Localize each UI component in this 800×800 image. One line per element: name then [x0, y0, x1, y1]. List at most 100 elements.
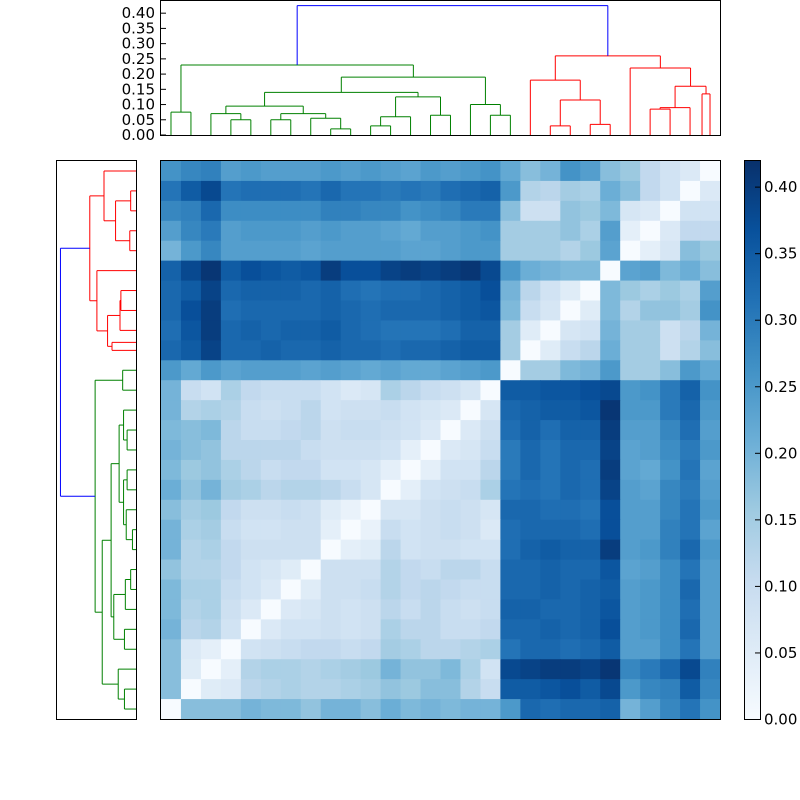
heatmap-cell-5-27 [700, 260, 721, 282]
heatmap-cell-11-3 [220, 380, 242, 401]
heatmap-cell-27-1 [180, 699, 202, 720]
heatmap-cell-3-18 [520, 220, 541, 242]
heatmap-cell-25-23 [620, 659, 641, 680]
heatmap-cell-13-20 [560, 420, 581, 441]
heatmap-cell-21-8 [320, 579, 342, 601]
heatmap-cell-0-7 [300, 161, 322, 182]
heatmap-cell-9-18 [520, 340, 541, 361]
heatmap-cell-0-2 [200, 161, 222, 182]
heatmap-cell-11-25 [660, 380, 681, 401]
heatmap-cell-10-12 [400, 360, 422, 381]
heatmap-cell-20-4 [240, 559, 262, 581]
heatmap-cell-15-14 [440, 459, 462, 481]
heatmap-cell-21-16 [480, 579, 501, 601]
heatmap-cell-2-19 [540, 200, 561, 222]
heatmap-cell-14-19 [540, 440, 561, 461]
heatmap-cell-3-23 [620, 220, 641, 242]
heatmap-cell-25-2 [200, 659, 222, 680]
heatmap-cell-24-0 [161, 639, 182, 660]
heatmap-cell-20-25 [660, 559, 681, 581]
heatmap-cell-21-2 [200, 579, 222, 601]
heatmap-cell-10-16 [480, 360, 501, 381]
heatmap-cell-13-7 [300, 420, 322, 441]
heatmap-cell-9-7 [300, 340, 322, 361]
left-dendrogram-frame [56, 160, 137, 720]
heatmap-cell-23-24 [640, 619, 661, 640]
heatmap-cell-0-15 [460, 161, 482, 182]
heatmap-cell-9-4 [240, 340, 262, 361]
heatmap-cell-1-18 [520, 180, 541, 202]
heatmap-cell-11-1 [180, 380, 202, 401]
heatmap-cell-27-10 [360, 699, 382, 720]
heatmap-cell-20-23 [620, 559, 641, 581]
heatmap-cell-5-10 [360, 260, 382, 282]
heatmap-cell-26-5 [260, 679, 282, 700]
heatmap-cell-17-23 [620, 499, 641, 521]
heatmap-cell-7-19 [540, 300, 561, 322]
top-axis-tick-label: 0.40 [122, 4, 155, 22]
heatmap-cell-21-3 [220, 579, 242, 601]
heatmap-cell-24-14 [440, 639, 462, 660]
heatmap-cell-4-3 [220, 240, 242, 262]
heatmap-cell-17-12 [400, 499, 422, 521]
heatmap-cell-13-3 [220, 420, 242, 441]
heatmap-cell-25-20 [560, 659, 581, 680]
heatmap-cell-23-6 [280, 619, 302, 640]
heatmap-cell-7-22 [600, 300, 621, 322]
heatmap-cell-11-21 [580, 380, 601, 401]
heatmap-cell-14-23 [620, 440, 641, 461]
heatmap-cell-26-17 [500, 679, 521, 700]
heatmap-cell-8-22 [600, 320, 621, 341]
heatmap-cell-21-7 [300, 579, 322, 601]
heatmap-cell-7-9 [340, 300, 362, 322]
heatmap-cell-8-19 [540, 320, 561, 341]
heatmap-cell-27-23 [620, 699, 641, 720]
top-axis-tick-label: 0.25 [122, 50, 155, 68]
heatmap-cell-8-17 [500, 320, 521, 341]
heatmap-cell-21-24 [640, 579, 661, 601]
heatmap-cell-6-17 [500, 280, 521, 302]
heatmap-cell-15-3 [220, 459, 242, 481]
heatmap-cell-24-16 [480, 639, 501, 660]
heatmap-cell-3-3 [220, 220, 242, 242]
heatmap-cell-20-8 [320, 559, 342, 581]
heatmap-cell-13-26 [680, 420, 701, 441]
heatmap-cell-27-5 [260, 699, 282, 720]
heatmap-cell-0-27 [700, 161, 721, 182]
heatmap-cell-16-13 [420, 479, 442, 501]
heatmap-cell-5-5 [260, 260, 282, 282]
heatmap-cell-2-0 [161, 200, 182, 222]
heatmap-cell-17-21 [580, 499, 601, 521]
heatmap-cell-18-22 [600, 519, 621, 541]
heatmap-cell-15-1 [180, 459, 202, 481]
heatmap-cell-14-2 [200, 440, 222, 461]
heatmap-cell-5-25 [660, 260, 681, 282]
heatmap-cell-15-2 [200, 459, 222, 481]
heatmap-cell-13-17 [500, 420, 521, 441]
heatmap-cell-12-0 [161, 400, 182, 421]
heatmap-cell-16-16 [480, 479, 501, 501]
heatmap-cell-9-17 [500, 340, 521, 361]
heatmap-cell-15-6 [280, 459, 302, 481]
heatmap-cell-18-0 [161, 519, 182, 541]
heatmap-cell-18-9 [340, 519, 362, 541]
heatmap-cell-8-21 [580, 320, 601, 341]
heatmap-cell-12-13 [420, 400, 442, 421]
heatmap-cell-11-0 [161, 380, 182, 401]
heatmap-cell-2-2 [200, 200, 222, 222]
heatmap-cell-24-21 [580, 639, 601, 660]
heatmap-cell-3-26 [680, 220, 701, 242]
heatmap-cell-27-20 [560, 699, 581, 720]
heatmap-cell-2-24 [640, 200, 661, 222]
heatmap-cell-17-6 [280, 499, 302, 521]
heatmap-cell-17-8 [320, 499, 342, 521]
heatmap-cell-11-16 [480, 380, 501, 401]
heatmap-cell-9-21 [580, 340, 601, 361]
colorbar-tick-label: 0.40 [764, 178, 797, 196]
heatmap-cell-25-4 [240, 659, 262, 680]
heatmap-cell-7-13 [420, 300, 442, 322]
heatmap-cell-1-0 [161, 180, 182, 202]
heatmap-cell-14-9 [340, 440, 362, 461]
heatmap-cell-12-15 [460, 400, 482, 421]
heatmap-cell-26-11 [380, 679, 402, 700]
